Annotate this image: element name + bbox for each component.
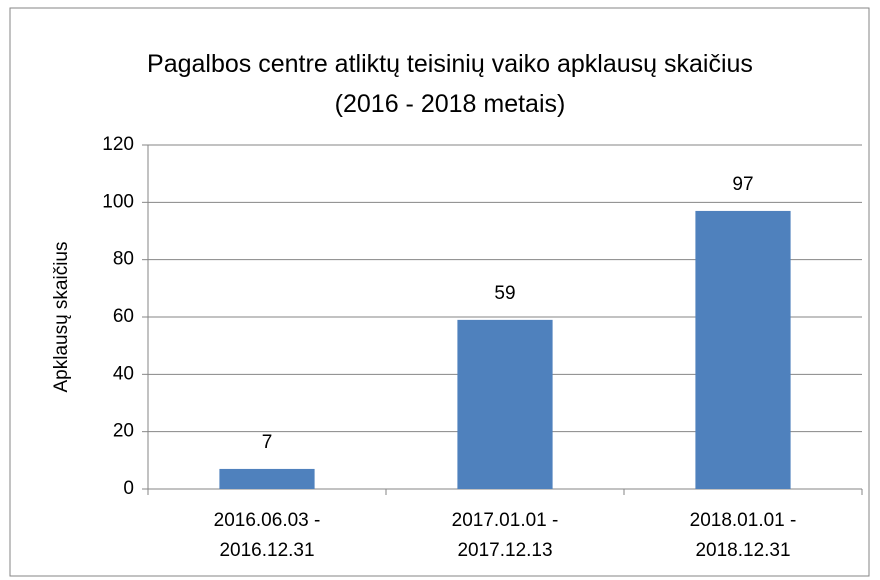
x-tick-label: 2017.01.01 - 2017.12.13	[451, 510, 559, 561]
y-tick-label: 0	[123, 478, 134, 499]
y-tick-label: 100	[102, 191, 134, 212]
x-tick-label: 2018.01.01 - 2018.12.31	[689, 510, 797, 561]
y-tick-label: 60	[113, 306, 134, 327]
chart-title: Pagalbos centre atliktų teisinių vaiko a…	[147, 50, 753, 118]
bar	[695, 210, 791, 489]
bar	[219, 468, 315, 489]
y-tick-label: 80	[113, 249, 134, 270]
y-tick-label: 120	[102, 134, 134, 155]
data-label: 97	[732, 174, 753, 195]
bar	[457, 319, 553, 489]
data-label: 59	[494, 283, 515, 304]
y-tick-label: 40	[113, 363, 134, 384]
y-tick-label: 20	[113, 421, 134, 442]
y-axis-label: Apklausų skaičius	[51, 241, 72, 392]
data-label: 7	[262, 432, 273, 453]
x-tick-label: 2016.06.03 - 2016.12.31	[213, 510, 321, 561]
